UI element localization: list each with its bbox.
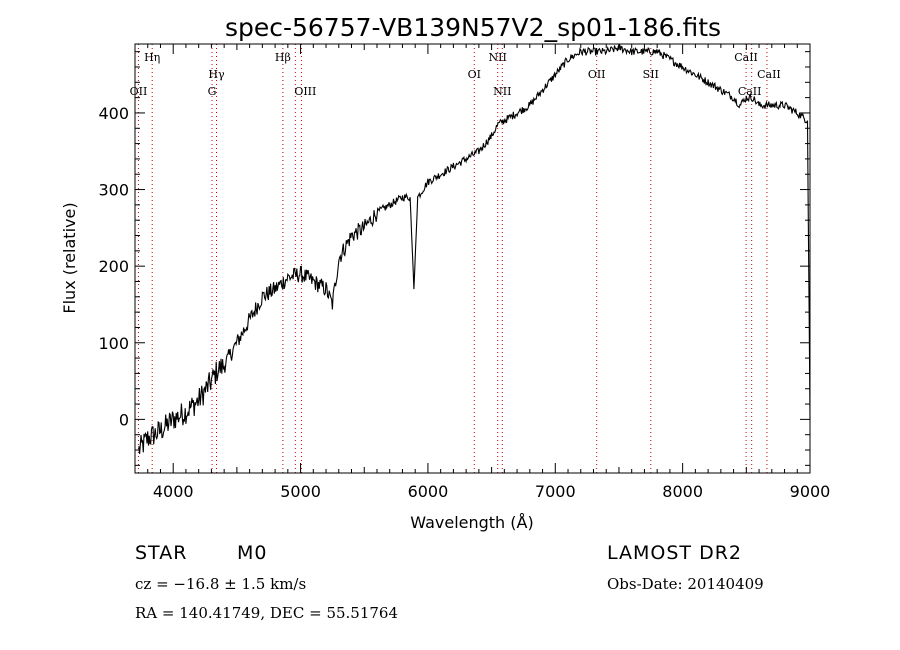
spectral-line-label: OIII [294,85,316,98]
x-tick-label: 6000 [408,482,449,501]
object-subclass: M0 [237,542,268,564]
spectral-line-label: G [208,85,217,98]
y-axis: 0 100 200 300 400 [98,51,810,466]
spectral-line-label: NII [493,85,511,98]
spectral-line-markers [137,44,768,473]
spectral-line-label: CaII [734,51,758,64]
obs-date: Obs-Date: 20140409 [607,575,764,593]
y-tick-label: 200 [98,257,129,276]
y-tick-label: 100 [98,334,129,353]
spectral-line-label: OII [130,85,148,98]
spectral-line-label: CaII [738,85,762,98]
spectral-line-label: NII [489,51,507,64]
x-tick-label: 9000 [790,482,831,501]
coordinates: RA = 140.41749, DEC = 55.51764 [135,604,399,622]
x-tick-label: 5000 [280,482,321,501]
spectral-line-label: OI [468,68,481,81]
object-class: STAR [135,542,188,564]
spectral-line-labels: Hη OII Hγ G Hβ OIII OI NII NII OII SII CaII CaII CaII [130,51,781,98]
x-axis-label: Wavelength (Å) [410,513,533,532]
x-axis: 4000 5000 6000 7000 8000 9000 [134,44,831,501]
chart-title: spec-56757-VB139N57V2_sp01-186.fits [225,13,721,42]
survey-name: LAMOST DR2 [607,542,742,564]
x-tick-label: 4000 [153,482,194,501]
x-tick-label: 7000 [535,482,576,501]
spectral-line-label: Hβ [275,51,291,64]
y-tick-label: 300 [98,181,129,200]
x-tick-label: 8000 [662,482,703,501]
y-tick-label: 0 [119,410,129,429]
y-tick-label: 400 [98,104,129,123]
spectral-line-label: Hγ [208,68,225,81]
y-axis-label: Flux (relative) [60,202,79,313]
redshift-text: cz = −16.8 ± 1.5 km/s [135,575,307,593]
spectral-line-label: OII [588,68,606,81]
spectral-line-label: Hη [144,51,160,64]
spectrum-line [138,44,811,454]
spectral-line-label: SII [643,68,659,81]
plot-frame [134,43,811,474]
spectral-line-label: CaII [757,68,781,81]
